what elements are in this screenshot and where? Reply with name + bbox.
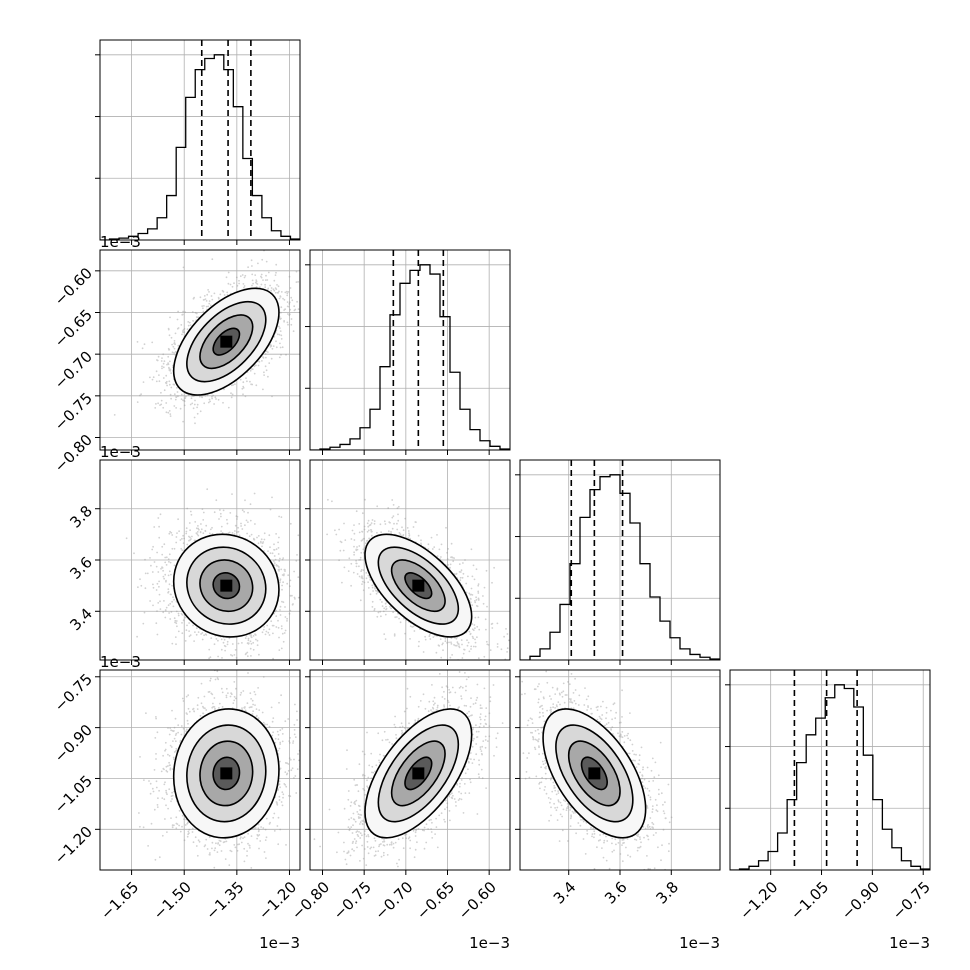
- scatter-panel-2-0: [95, 459, 301, 665]
- axes-frame: [309, 459, 511, 661]
- x-tick-label: 3.4: [550, 878, 580, 908]
- density-peak: [588, 767, 601, 780]
- contour-level: [212, 572, 241, 600]
- y-tick-label: 3.4: [66, 605, 96, 635]
- panel-content: [520, 670, 673, 870]
- x-tick-label: −0.80: [288, 878, 333, 923]
- contour-level: [172, 533, 280, 638]
- x-tick-label: −1.05: [787, 878, 832, 923]
- scatter-panel-1-0: [95, 249, 301, 455]
- contour-level: [212, 327, 241, 356]
- density-peak: [412, 767, 425, 780]
- contour-level: [199, 740, 254, 807]
- contour-level: [199, 314, 254, 370]
- contour-level: [364, 533, 473, 638]
- axes-frame: [99, 39, 301, 241]
- y-offset-label: 1e−3: [100, 233, 141, 251]
- x-tick-label: −1.65: [97, 878, 142, 923]
- panel-content: [138, 670, 300, 869]
- contour-level: [580, 756, 608, 791]
- x-tick-label: −1.20: [736, 878, 781, 923]
- hist-panel-1: [305, 249, 511, 455]
- density-peak: [220, 767, 233, 780]
- y-tick-label: 3.6: [66, 553, 96, 583]
- x-offset-label: 1e−3: [679, 934, 720, 952]
- contour-level: [377, 724, 460, 823]
- density-peak: [220, 335, 233, 348]
- panel-content: [113, 250, 300, 425]
- contour-level: [404, 572, 433, 600]
- x-tick-label: −0.75: [330, 878, 375, 923]
- x-tick-label: 3.6: [601, 878, 631, 908]
- hist-panel-0: [95, 39, 301, 245]
- axes-frame: [99, 249, 301, 451]
- contour-level: [212, 756, 241, 791]
- contour-level: [364, 708, 473, 839]
- y-tick-label: −0.75: [51, 670, 96, 715]
- y-offset-label: 1e−3: [100, 443, 141, 461]
- x-tick-label: −0.60: [455, 878, 500, 923]
- density-peak: [220, 579, 233, 592]
- x-tick-label: −0.70: [371, 878, 416, 923]
- contour-level: [199, 559, 254, 613]
- contour-level: [172, 287, 280, 396]
- histogram-0: [100, 54, 300, 240]
- contour-level: [377, 546, 460, 625]
- scatter-panel-3-1: [305, 669, 511, 875]
- scatter-panel-3-2: [515, 669, 721, 875]
- axes-frame: [519, 459, 721, 661]
- contour-level: [555, 724, 634, 823]
- hist-panel-2: [515, 459, 721, 665]
- x-tick-label: −0.65: [413, 878, 458, 923]
- y-tick-label: −0.90: [51, 721, 96, 766]
- x-offset-label: 1e−3: [259, 934, 300, 952]
- y-tick-label: −0.65: [51, 306, 96, 351]
- y-tick-label: −1.20: [51, 823, 96, 868]
- x-tick-label: −1.50: [150, 878, 195, 923]
- scatter-panel-3-0: [95, 669, 301, 875]
- y-tick-label: −1.05: [51, 772, 96, 817]
- x-offset-label: 1e−3: [469, 934, 510, 952]
- panel-content: [313, 670, 507, 868]
- y-tick-label: −0.80: [51, 431, 96, 476]
- density-peak: [412, 579, 425, 592]
- y-tick-label: 3.8: [66, 502, 96, 532]
- x-tick-label: −0.75: [889, 878, 934, 923]
- x-offset-label: 1e−3: [889, 934, 930, 952]
- hist-panel-3: [725, 669, 931, 875]
- axes-frame: [99, 669, 301, 871]
- axes-frame: [729, 669, 931, 871]
- contour-level: [186, 724, 267, 823]
- contour-level: [567, 740, 621, 807]
- axes-frame: [519, 669, 721, 871]
- y-tick-label: −0.70: [51, 347, 96, 392]
- contour-level: [172, 708, 280, 839]
- x-tick-label: −1.35: [202, 878, 247, 923]
- y-offset-label: 1e−3: [100, 653, 141, 671]
- contour-level: [186, 546, 267, 625]
- scatter-panel-2-1: [305, 459, 511, 665]
- y-tick-label: −0.75: [51, 389, 96, 434]
- x-tick-label: 3.8: [652, 878, 682, 908]
- panel-content: [125, 488, 300, 660]
- histogram-1: [310, 264, 510, 450]
- contour-level: [542, 708, 647, 839]
- contour-level: [404, 756, 433, 791]
- axes-frame: [309, 669, 511, 871]
- y-tick-label: −0.60: [51, 264, 96, 309]
- panel-content: [326, 498, 510, 660]
- axes-frame: [309, 249, 511, 451]
- contour-level: [390, 740, 446, 807]
- contour-level: [390, 559, 446, 613]
- histogram-3: [730, 684, 930, 870]
- axes-frame: [99, 459, 301, 661]
- histogram-2: [520, 474, 720, 660]
- x-tick-label: −0.90: [838, 878, 883, 923]
- contour-level: [186, 300, 267, 383]
